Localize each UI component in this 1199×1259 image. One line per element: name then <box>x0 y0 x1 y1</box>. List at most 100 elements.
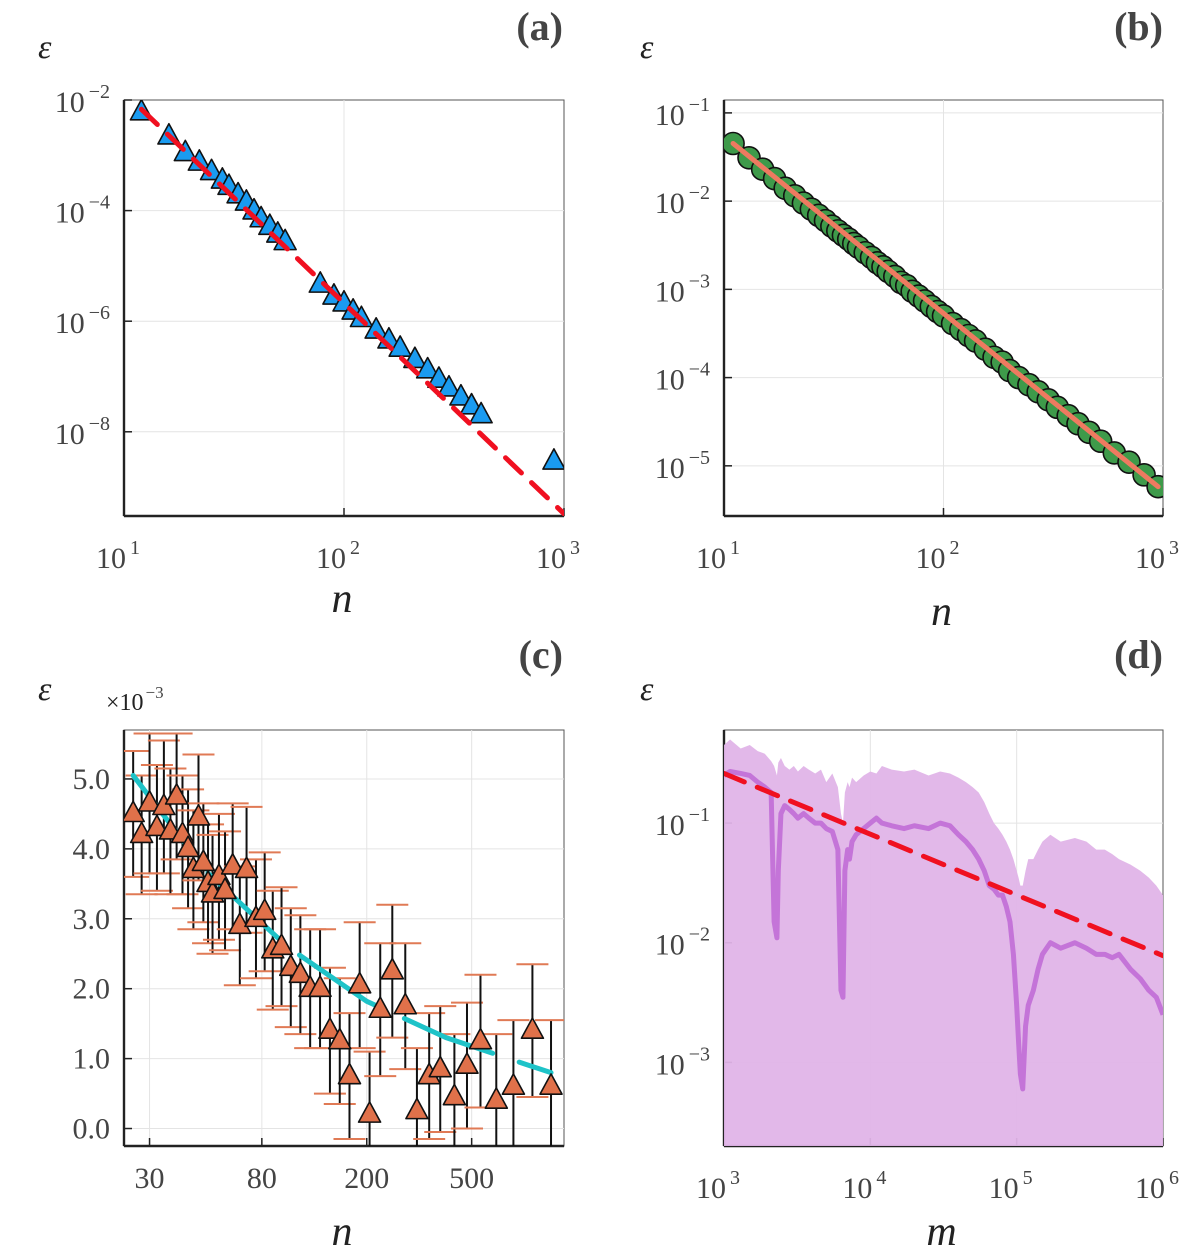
x-axis-label: n <box>332 1209 353 1255</box>
x-tick-label: 10 3 <box>696 1167 740 1205</box>
y-tick-label: 10 −4 <box>655 359 710 397</box>
data-point <box>542 448 564 470</box>
fit-line <box>138 106 564 516</box>
data-point <box>252 898 277 921</box>
data-point <box>405 1097 429 1120</box>
data-point <box>164 782 189 805</box>
y-tick-label-base: 10 <box>655 452 685 485</box>
x-tick-label-base: 10 <box>842 1172 872 1205</box>
x-tick-label: 10 3 <box>1135 537 1179 575</box>
y-tick-label: 0.0 <box>73 1113 111 1146</box>
data-point <box>357 1101 382 1123</box>
y-tick-label-exp: −1 <box>689 94 710 116</box>
x-tick-label-base: 10 <box>1135 542 1165 575</box>
panel-c-plot <box>124 732 564 1146</box>
median-line <box>724 768 1163 1092</box>
y-axis-label: ε <box>38 29 52 66</box>
data-point <box>380 957 405 980</box>
y-tick-label-exp: −2 <box>89 81 110 103</box>
x-tick-label-base: 10 <box>96 542 126 575</box>
x-tick-label-exp: 5 <box>1023 1167 1033 1189</box>
data-point <box>145 814 169 837</box>
data-point <box>364 317 388 339</box>
y-tick-label-exp: −4 <box>89 192 110 214</box>
x-tick-label: 10 3 <box>536 537 580 575</box>
y-tick-label: 10 −2 <box>55 81 110 119</box>
y-tick-label-base: 10 <box>655 99 685 132</box>
x-tick-label: 10 2 <box>316 537 360 575</box>
y-tick-label: 2.0 <box>73 973 111 1006</box>
x-axis-label: m <box>926 1209 956 1255</box>
y-tick-label: 10 −3 <box>655 1043 710 1081</box>
data-point <box>176 835 200 858</box>
y-tick-label-base: 10 <box>655 187 685 220</box>
x-axis-label: n <box>931 589 952 635</box>
x-tick-label: 10 4 <box>842 1167 886 1205</box>
panel-a-plot <box>129 100 564 516</box>
y-tick-label: 4.0 <box>73 833 111 866</box>
y-tick-label: 10 −2 <box>655 182 710 220</box>
x-tick-label: 500 <box>449 1162 494 1195</box>
y-tick-label: 10 −4 <box>55 192 110 230</box>
y-tick-label: 10 −5 <box>655 447 710 485</box>
x-tick-label: 200 <box>344 1162 389 1195</box>
y-tick-label-base: 10 <box>55 86 85 119</box>
data-point <box>468 1027 493 1050</box>
panel-c: 30 80 200 500 5.0 4.0 3.0 2.0 1.0 0.0 (c) ε n ×10 −3 <box>38 632 565 1255</box>
x-tick-label-base: 10 <box>696 1172 726 1205</box>
x-tick-label: 10 1 <box>696 537 740 575</box>
y-tick-label: 10 −2 <box>655 924 710 962</box>
data-point <box>347 971 372 994</box>
y-tick-label-base: 10 <box>55 418 85 451</box>
y-tick-label-exp: −1 <box>689 804 710 826</box>
x-tick-label-exp: 3 <box>570 537 580 559</box>
y-tick-label-base: 10 <box>655 364 685 397</box>
data-point <box>437 374 461 397</box>
fit-line <box>730 140 1161 490</box>
panel-label: (a) <box>516 4 563 49</box>
data-point <box>234 856 259 879</box>
data-point <box>393 992 418 1015</box>
data-point <box>469 401 493 424</box>
x-tick-label: 80 <box>247 1162 277 1195</box>
data-point <box>191 849 216 872</box>
y-tick-label: 3.0 <box>73 903 111 936</box>
panel-label: (c) <box>519 632 563 677</box>
data-point <box>368 996 393 1019</box>
panel-a-grid <box>123 99 565 516</box>
data-point <box>415 356 440 379</box>
y-tick-label: 10 −1 <box>655 94 710 132</box>
y-tick-label-exp: −3 <box>689 270 710 292</box>
x-tick-label: 10 2 <box>916 537 960 575</box>
x-tick-label-base: 10 <box>989 1172 1019 1205</box>
y-tick-label: 5.0 <box>73 763 111 796</box>
x-tick-label-base: 10 <box>536 542 566 575</box>
x-axis-label: n <box>332 576 353 622</box>
x-tick-label: 10 1 <box>96 537 140 575</box>
x-tick-label-base: 10 <box>916 542 946 575</box>
y-multiplier-exp: −3 <box>146 683 164 702</box>
panel-d: 10 3 10 4 10 5 10 610 −110 −210 −3(d)εm <box>640 632 1179 1255</box>
y-tick-label-exp: −8 <box>89 413 110 435</box>
data-point <box>455 1052 479 1074</box>
panel-label: (d) <box>1114 632 1163 677</box>
y-tick-label-base: 10 <box>655 809 685 842</box>
y-tick-label-base: 10 <box>655 929 685 962</box>
data-point <box>318 1017 342 1040</box>
y-tick-label-base: 10 <box>655 275 685 308</box>
data-point <box>228 912 252 935</box>
x-tick-label: 30 <box>135 1162 165 1195</box>
y-tick-label-exp: −2 <box>689 924 710 946</box>
x-tick-label-exp: 6 <box>1169 1167 1179 1189</box>
x-tick-label: 10 6 <box>1135 1167 1179 1205</box>
y-tick-label-exp: −4 <box>689 359 710 381</box>
data-point <box>337 1062 362 1085</box>
data-point <box>539 1073 563 1095</box>
y-tick-label: 10 −3 <box>655 270 710 308</box>
data-point <box>288 961 313 984</box>
fit-line <box>724 770 1163 959</box>
data-point <box>213 877 237 900</box>
data-point <box>484 1087 509 1109</box>
data-point <box>501 1073 526 1095</box>
